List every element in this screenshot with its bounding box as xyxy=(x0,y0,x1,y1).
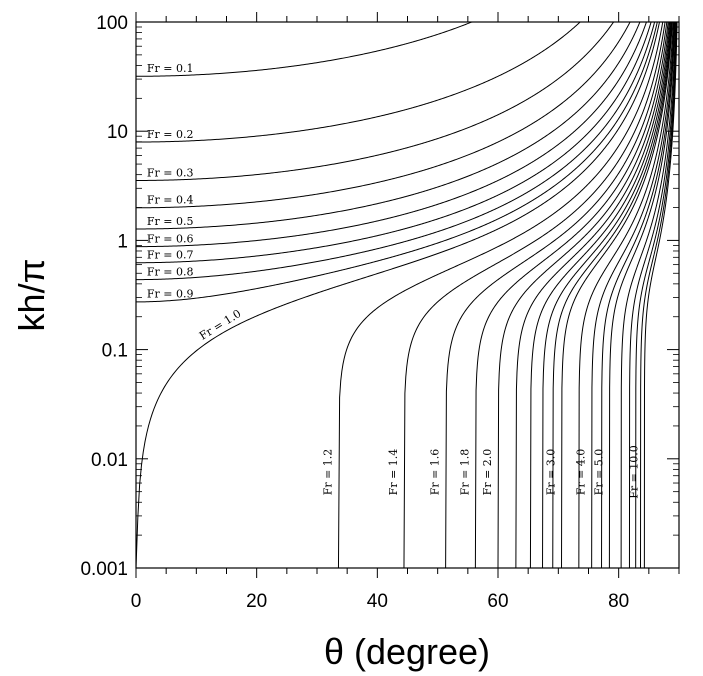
curve-label: Fr = 1.8 xyxy=(458,449,471,496)
curves-layer xyxy=(135,21,678,569)
curve-fr-0-9 xyxy=(135,21,658,303)
curve-fr-0-5 xyxy=(135,21,641,230)
curve-fr-4-5 xyxy=(601,21,676,569)
curve-fr-0-3 xyxy=(136,21,615,181)
y-tick-label: 100 xyxy=(96,13,128,34)
curve-fr-1-2 xyxy=(337,21,664,569)
y-tick-label: 1 xyxy=(117,231,128,252)
curve-label: Fr = 0.3 xyxy=(147,166,194,179)
labels-layer: Fr = 0.1 Fr = 0.2 Fr = 0.3 Fr = 0.4 Fr = 0.5… xyxy=(80,13,640,612)
curve-fr-2 xyxy=(497,21,670,569)
curve-label: Fr = 0.8 xyxy=(147,266,194,279)
x-tick-label: 0 xyxy=(131,591,142,612)
x-tick-label: 60 xyxy=(487,591,508,612)
curve-fr-0-4 xyxy=(136,21,631,209)
curve-label: Fr = 0.4 xyxy=(147,194,194,207)
curve-fr-0-6 xyxy=(136,21,647,248)
curve-label: Fr = 10.0 xyxy=(627,445,640,499)
curve-fr-2-6 xyxy=(542,21,673,569)
curve-label: Fr = 0.9 xyxy=(147,288,194,301)
curve-label: Fr = 0.5 xyxy=(147,215,194,228)
curve-fr-1-6 xyxy=(445,21,668,569)
curve-fr-0-2 xyxy=(136,21,581,143)
curve-label: Fr = 1.6 xyxy=(429,449,442,496)
curve-label: Fr = 1.2 xyxy=(321,449,334,496)
curve-label: Fr = 0.7 xyxy=(147,249,194,262)
curve-fr-0-1 xyxy=(136,21,473,77)
curve-fr-1-4 xyxy=(403,21,666,569)
curve-fr-2-2 xyxy=(515,21,671,569)
curve-label: Fr = 0.1 xyxy=(147,62,194,75)
curve-label: Fr = 2.0 xyxy=(481,449,494,496)
curve-fr-0-8 xyxy=(136,21,656,281)
y-tick-label: 10 xyxy=(107,122,128,143)
curve-fr-10 xyxy=(643,21,678,569)
plot-frame xyxy=(135,21,680,569)
x-tick-label: 80 xyxy=(608,591,629,612)
y-axis-title: kh/π xyxy=(11,259,52,332)
curve-label: Fr = 1.0 xyxy=(197,307,243,343)
curve-label: Fr = 4.0 xyxy=(575,449,588,496)
curve-label: Fr = 3.0 xyxy=(545,449,558,496)
x-tick-label: 20 xyxy=(246,591,267,612)
y-tick-label: 0.001 xyxy=(80,559,128,580)
curve-fr-3-5 xyxy=(578,21,674,569)
curve-label: Fr = 1.4 xyxy=(387,449,400,496)
curve-fr-4 xyxy=(591,21,675,569)
curve-label: Fr = 0.6 xyxy=(147,233,194,246)
curve-fr-1 xyxy=(135,21,660,569)
x-axis-title: θ (degree) xyxy=(324,631,490,672)
x-tick-label: 40 xyxy=(367,591,388,612)
curve-fr-1-8 xyxy=(474,21,669,569)
curve-fr-0-7 xyxy=(136,21,652,264)
curve-fr-7 xyxy=(628,21,677,569)
y-tick-label: 0.01 xyxy=(91,450,128,471)
curve-label: Fr = 0.2 xyxy=(147,128,194,141)
curve-fr-8 xyxy=(635,21,678,569)
curve-fr-6 xyxy=(620,21,677,569)
curve-fr-2-4 xyxy=(529,21,672,569)
curve-label: Fr = 5.0 xyxy=(592,449,605,496)
curve-fr-5 xyxy=(608,21,676,569)
y-tick-label: 0.1 xyxy=(102,341,128,362)
curve-fr-2-8 xyxy=(552,21,673,569)
curve-fr-3 xyxy=(561,21,673,569)
